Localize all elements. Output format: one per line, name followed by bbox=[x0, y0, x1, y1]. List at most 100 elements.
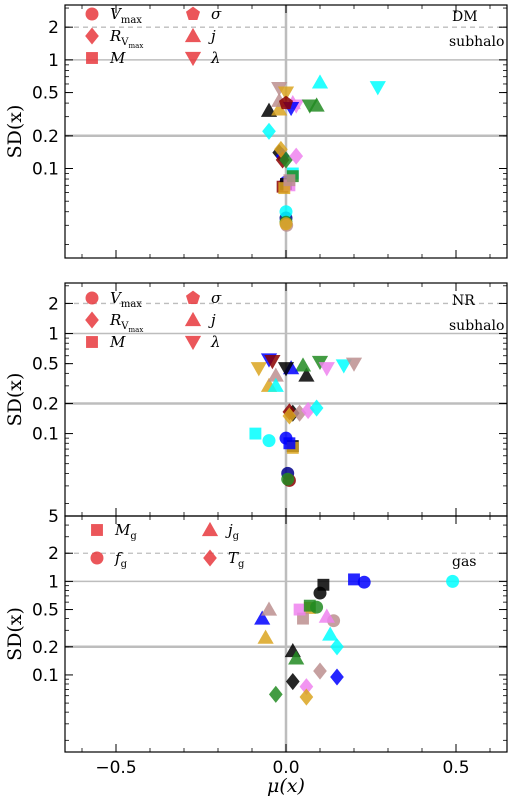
data-point-diamond bbox=[299, 688, 314, 706]
y-tick-label: 0.1 bbox=[32, 425, 59, 445]
data-point-circle bbox=[279, 217, 293, 231]
data-point-diamond bbox=[285, 672, 300, 691]
legend-marker-circle bbox=[85, 291, 99, 305]
data-point-triangle-down bbox=[345, 357, 363, 372]
data-point-triangle-down bbox=[271, 82, 288, 97]
chart-panel-bottom: 0.1 0.2 0.5 1 2 5 −0.5 0.0 0.5 SD(x) μ(x) gas Mg fg jg… bbox=[4, 507, 508, 796]
x-tick-label: 0.0 bbox=[272, 758, 299, 778]
data-point-triangle-up bbox=[311, 74, 329, 89]
data-point-diamond bbox=[282, 407, 297, 425]
panel-annotation: subhalo bbox=[449, 318, 504, 334]
data-point-diamond bbox=[301, 401, 315, 420]
data-point-triangle-up bbox=[257, 629, 274, 644]
data-point-circle bbox=[357, 575, 371, 589]
data-point-square bbox=[303, 599, 316, 612]
legend-marker-triangle-down bbox=[184, 335, 202, 351]
legend-label: λ bbox=[210, 333, 221, 351]
x-axis-label: μ(x) bbox=[267, 775, 305, 796]
legend-label: Tg bbox=[228, 549, 245, 570]
y-tick-label: 0.5 bbox=[32, 601, 59, 621]
legend-label: σ bbox=[211, 289, 222, 307]
data-point-diamond bbox=[313, 662, 327, 680]
legend-label: σ bbox=[211, 5, 222, 23]
legend-marker-circle bbox=[85, 7, 99, 21]
data-point-triangle-down bbox=[277, 362, 295, 377]
data-point-circle bbox=[313, 586, 327, 600]
data-point-triangle-up bbox=[254, 610, 271, 625]
legend-label: M bbox=[109, 333, 126, 351]
data-point-diamond bbox=[274, 140, 288, 158]
y-tick-label: 2 bbox=[48, 544, 59, 564]
data-point-square bbox=[297, 612, 309, 625]
data-point-diamond bbox=[289, 147, 304, 165]
data-point-triangle-up bbox=[288, 650, 305, 665]
legend-label: Mg bbox=[114, 521, 137, 542]
panel-annotation: DM bbox=[452, 9, 478, 25]
y-tick-label: 2 bbox=[48, 294, 59, 314]
legend-marker-square bbox=[91, 524, 103, 536]
data-point-triangle-down bbox=[318, 362, 335, 377]
legend-marker-triangle-up bbox=[184, 311, 202, 327]
legend-label: Vmax bbox=[110, 5, 142, 26]
legend-marker-circle bbox=[90, 551, 104, 565]
data-point-triangle-up bbox=[267, 367, 284, 382]
data-point-triangle-up bbox=[322, 626, 339, 641]
data-point-square bbox=[293, 603, 306, 616]
y-tick-label: 0.1 bbox=[32, 666, 59, 686]
data-point-square bbox=[317, 578, 330, 591]
y-tick-label: 1 bbox=[48, 325, 59, 345]
y-tick-label: 5 bbox=[48, 507, 59, 527]
data-point-circle bbox=[262, 434, 276, 448]
data-point-diamond bbox=[299, 678, 314, 696]
data-point-triangle-up bbox=[260, 601, 278, 616]
legend-label: fg bbox=[114, 549, 128, 570]
legend-label: jg bbox=[225, 521, 240, 542]
y-tick-label: 0.5 bbox=[32, 355, 59, 375]
data-point-diamond bbox=[268, 685, 283, 703]
legend-label: RVmax bbox=[109, 27, 143, 50]
data-point-square bbox=[348, 573, 360, 586]
y-axis-label: SD(x) bbox=[4, 105, 26, 159]
legend-marker-pentagon bbox=[185, 290, 201, 304]
y-axis-label: SD(x) bbox=[4, 607, 26, 661]
data-point-circle bbox=[446, 574, 460, 588]
legend-marker-triangle-up bbox=[184, 27, 202, 43]
x-tick-label: −0.5 bbox=[95, 758, 136, 778]
data-point-triangle-down bbox=[277, 86, 295, 101]
data-point-diamond bbox=[262, 122, 276, 140]
data-point-triangle-down bbox=[250, 362, 267, 377]
legend-label: j bbox=[208, 27, 216, 45]
data-point-triangle-down bbox=[335, 359, 352, 374]
y-axis-label: SD(x) bbox=[4, 373, 26, 427]
legend-label: RVmax bbox=[109, 311, 143, 334]
x-tick-label: 0.5 bbox=[442, 758, 469, 778]
data-point-square bbox=[278, 182, 291, 195]
data-point-square bbox=[249, 427, 262, 440]
data-point-square bbox=[283, 174, 296, 187]
legend-marker-diamond bbox=[85, 311, 99, 329]
y-tick-label: 1 bbox=[48, 51, 59, 71]
legend-label: j bbox=[208, 311, 216, 329]
y-tick-label: 0.1 bbox=[32, 160, 59, 180]
y-tick-label: 0.5 bbox=[32, 84, 59, 104]
data-point-triangle-up bbox=[318, 608, 335, 623]
legend-marker-square bbox=[86, 336, 98, 348]
legend-label: Vmax bbox=[110, 289, 142, 310]
panel-annotation: subhalo bbox=[449, 34, 504, 50]
data-point-pentagon bbox=[278, 95, 294, 110]
y-tick-label: 1 bbox=[48, 572, 59, 592]
data-point-triangle-down bbox=[301, 99, 318, 114]
data-point-circle bbox=[279, 205, 293, 219]
panel-annotation: NR bbox=[452, 293, 475, 309]
y-tick-label: 0.2 bbox=[32, 394, 59, 414]
data-point-square bbox=[283, 437, 296, 450]
legend-marker-diamond bbox=[203, 549, 217, 567]
panel-annotation: gas bbox=[452, 554, 477, 570]
legend-marker-triangle-up bbox=[201, 521, 219, 537]
y-tick-label: 0.2 bbox=[32, 127, 59, 147]
data-point-diamond bbox=[292, 404, 307, 422]
legend-marker-triangle-down bbox=[184, 51, 202, 67]
data-point-triangle-up bbox=[271, 101, 288, 116]
